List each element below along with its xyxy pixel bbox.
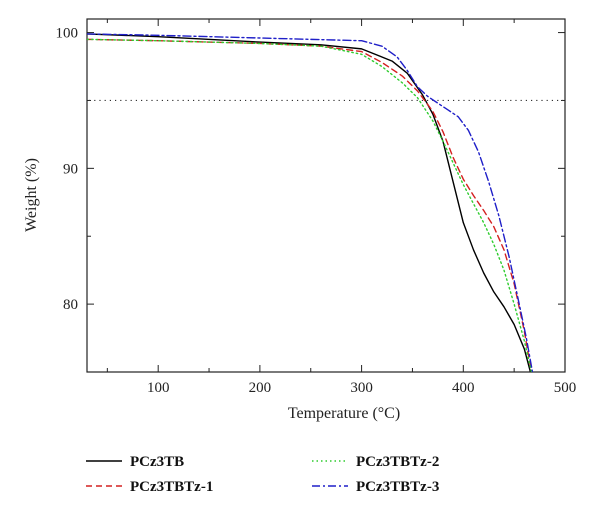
legend-label: PCz3TBTz-2 xyxy=(356,454,439,470)
x-tick-label: 500 xyxy=(554,380,577,396)
x-tick-label: 400 xyxy=(452,380,475,396)
legend: PCz3TB PCz3TBTz-1 PCz3TBTz-2 PCz3TBTz-3 xyxy=(86,454,439,495)
y-tick-label: 80 xyxy=(63,297,78,313)
legend-label: PCz3TB xyxy=(130,454,184,470)
x-tick-label: 200 xyxy=(249,380,272,396)
series-line-2 xyxy=(87,38,533,372)
plot-frame xyxy=(86,18,566,373)
legend-label: PCz3TBTz-1 xyxy=(130,479,213,495)
x-axis-title: Temperature (°C) xyxy=(288,405,400,422)
y-tick-label: 100 xyxy=(56,26,79,42)
legend-label: PCz3TBTz-3 xyxy=(356,479,439,495)
series-line-4 xyxy=(87,33,534,372)
series-line-1 xyxy=(87,33,532,372)
x-tick-label: 300 xyxy=(350,380,373,396)
y-tick-label: 90 xyxy=(63,161,78,177)
series-line-3 xyxy=(87,38,533,372)
y-axis-title: Weight (%) xyxy=(23,158,40,232)
x-tick-label: 100 xyxy=(147,380,170,396)
